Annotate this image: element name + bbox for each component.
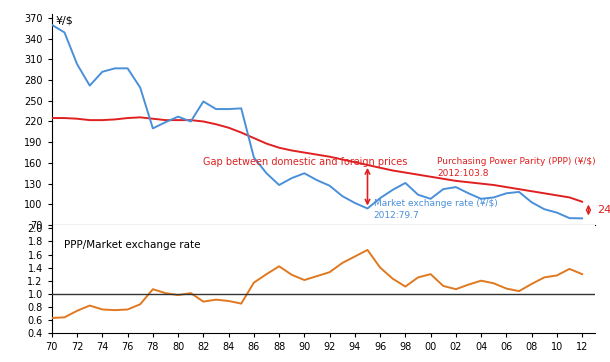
Text: 24.2: 24.2 xyxy=(597,205,610,215)
Text: Gap between domestic and foreign prices: Gap between domestic and foreign prices xyxy=(203,156,407,167)
Text: ¥/$: ¥/$ xyxy=(56,16,73,26)
Text: Market exchange rate (¥/$)
2012:79.7: Market exchange rate (¥/$) 2012:79.7 xyxy=(374,199,498,220)
Text: PPP/Market exchange rate: PPP/Market exchange rate xyxy=(65,240,201,250)
Text: Purchasing Power Parity (PPP) (¥/$)
2012:103.8: Purchasing Power Parity (PPP) (¥/$) 2012… xyxy=(437,157,595,178)
